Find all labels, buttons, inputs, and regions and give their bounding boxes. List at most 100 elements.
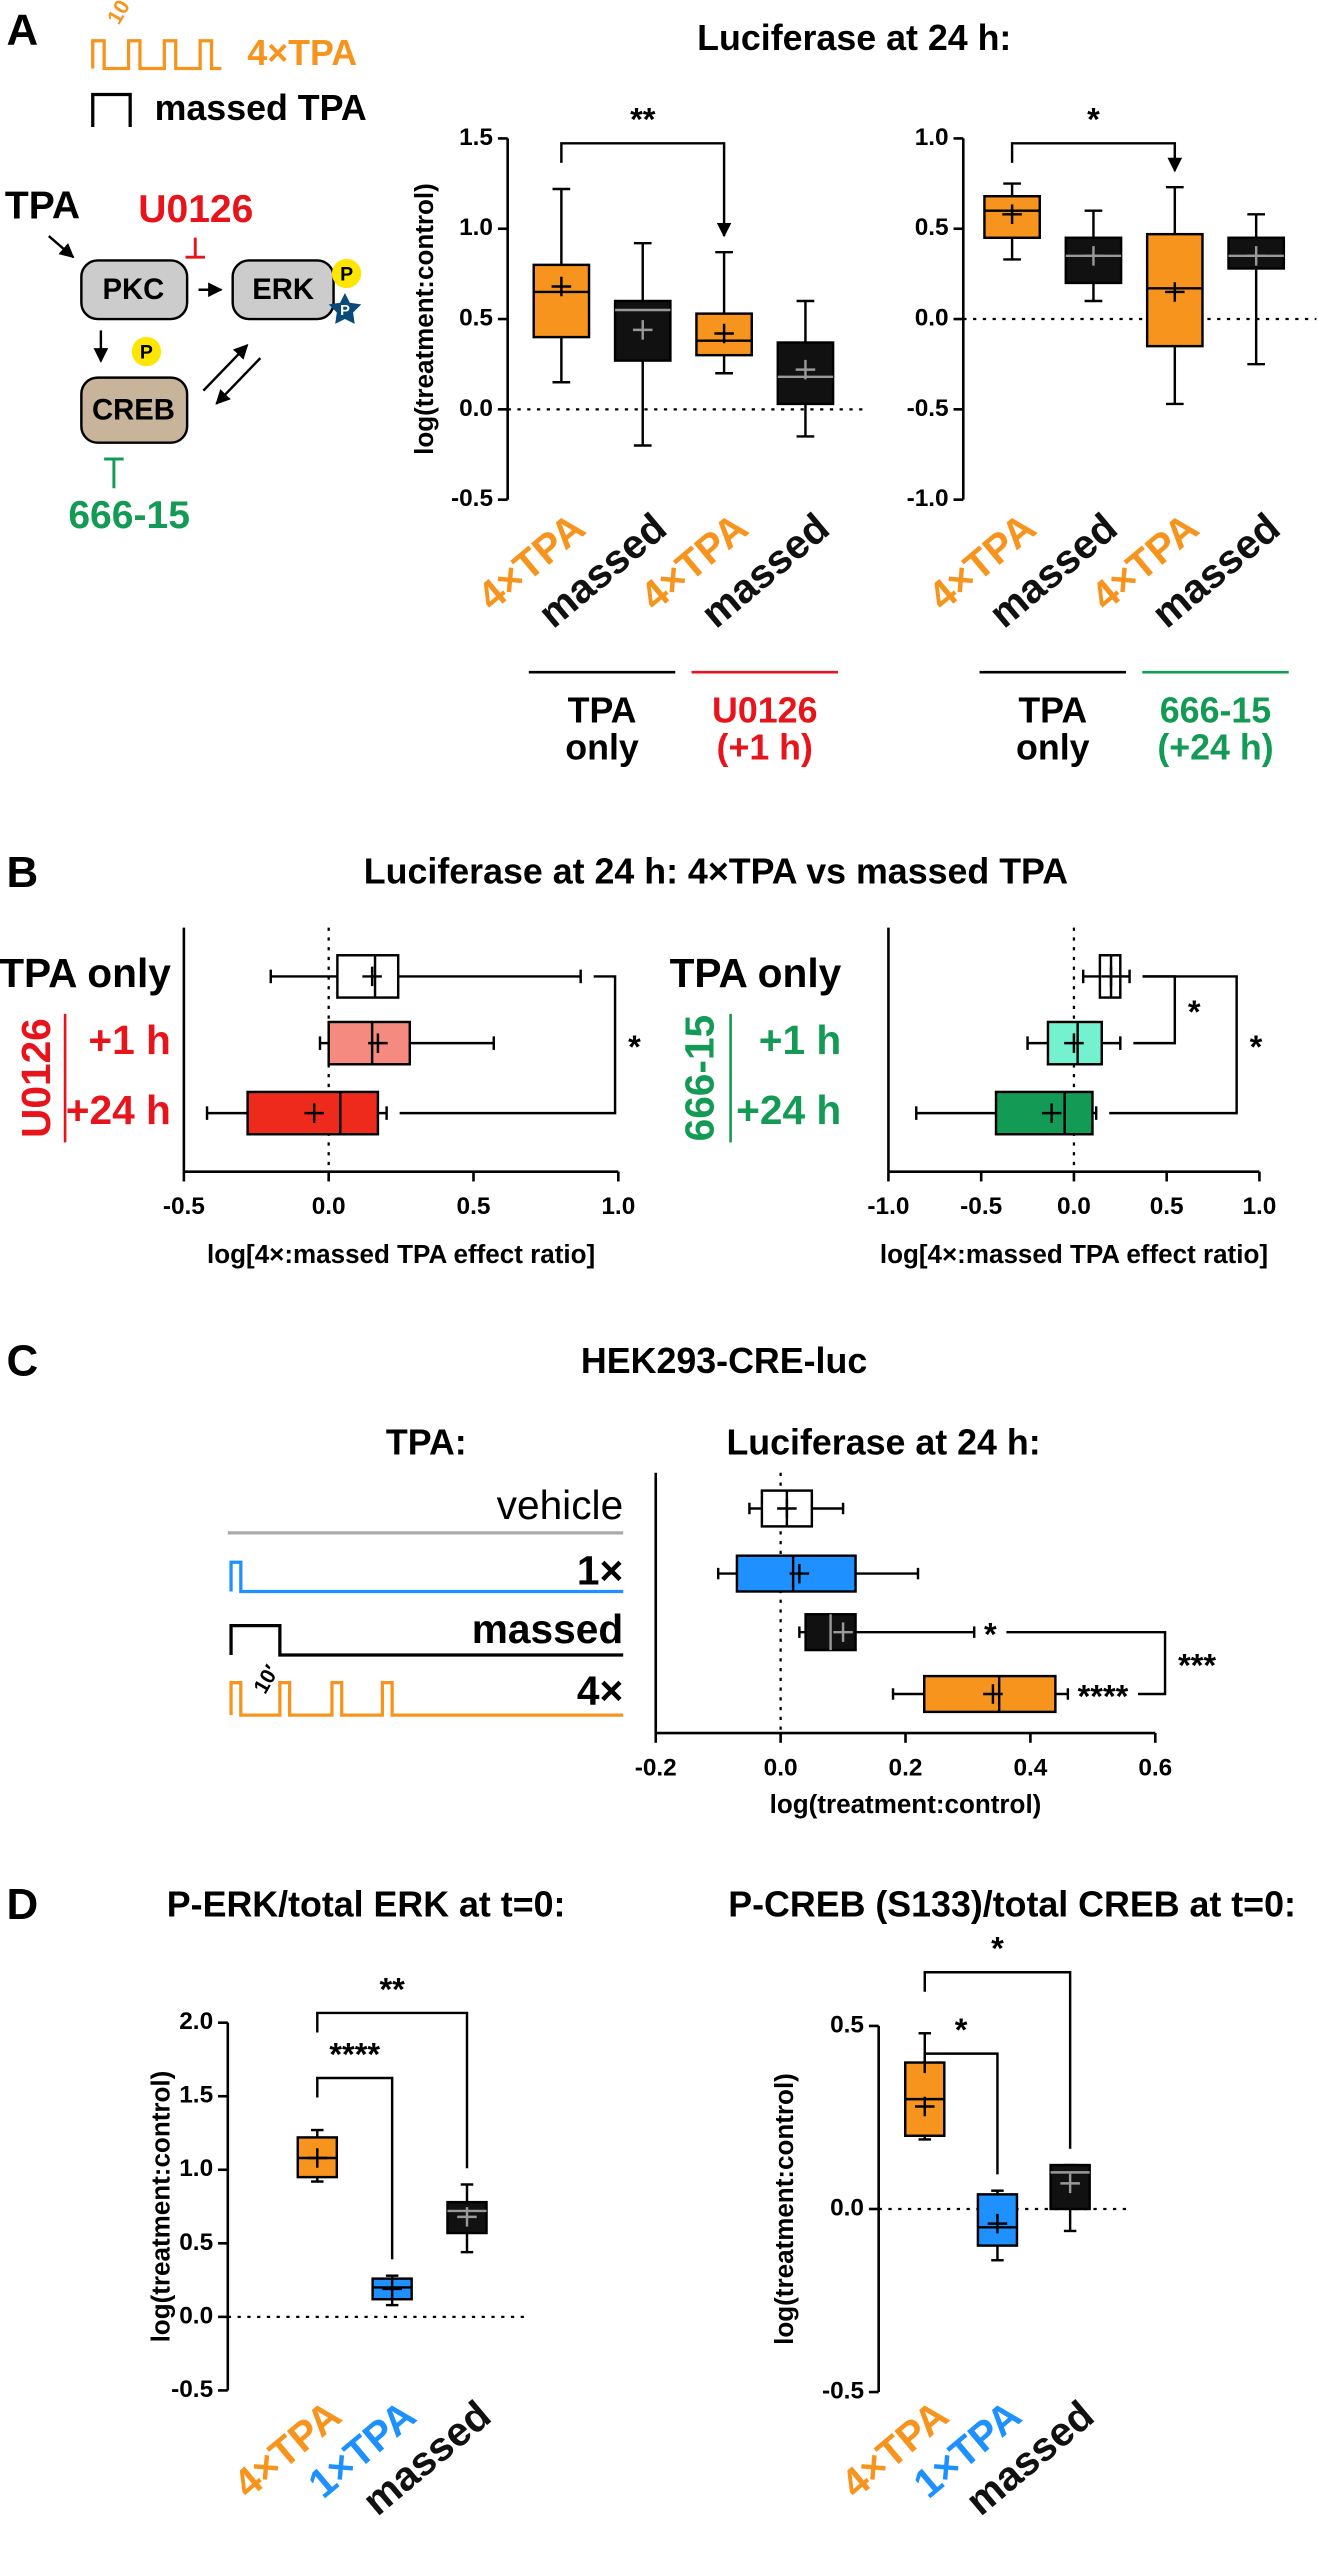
y-tick-label: 0.0 (830, 2194, 864, 2221)
node-label: ERK (252, 273, 314, 306)
node (80, 376, 189, 444)
mean (1002, 204, 1022, 225)
x-tick-label: 0.0 (764, 1754, 798, 1781)
group-label: TPA (568, 690, 637, 730)
mean (1165, 282, 1185, 302)
y-tick-label: 0.5 (915, 214, 949, 241)
chart-title: Luciferase at 24 h: 4×TPA vs massed TPA (364, 851, 1068, 891)
mean (1041, 1103, 1062, 1123)
panel-labels: A B C D (7, 5, 39, 1928)
y-tick-label: 1.0 (915, 124, 949, 151)
y-tick-label: 1.5 (179, 2082, 213, 2109)
arrow (215, 357, 262, 405)
protocol-heading: TPA: (386, 1422, 467, 1462)
phospho-circle (131, 336, 162, 367)
mean (368, 1033, 388, 1053)
x-tick-label: 1.0 (1242, 1193, 1276, 1220)
mean (1083, 246, 1104, 266)
y-tick-label: -0.5 (822, 2377, 864, 2404)
mean (983, 1684, 1003, 1704)
phospho-circle (331, 258, 362, 289)
stimulus: TPA (5, 185, 80, 228)
box (1145, 232, 1204, 348)
y-axis-label: log(treatment:control) (769, 2073, 799, 2345)
diagram-c: TPA: 10′ (227, 1422, 624, 1717)
y-tick-label: vehicle (497, 1482, 624, 1528)
x-axis-label: log[4×:massed TPA effect ratio] (880, 1239, 1268, 1269)
y-tick-label: +24 h (66, 1087, 171, 1133)
mean (789, 1563, 810, 1584)
pulse-train (91, 39, 222, 71)
panel-label: A (7, 5, 39, 54)
y-tick-label: massed (472, 1606, 623, 1652)
y-tick-label: 0.0 (915, 304, 949, 331)
significance-label: * (955, 2012, 968, 2048)
x-tick-label: 0.0 (1057, 1193, 1091, 1220)
significance-label: * (991, 1931, 1004, 1967)
x-tick-label: -1.0 (867, 1193, 909, 1220)
protocol-line (229, 1624, 624, 1657)
node (80, 259, 189, 321)
x-tick-label: 0.4 (1013, 1754, 1047, 1781)
protocol-line (229, 1560, 624, 1594)
significance-bracket (316, 2011, 469, 2169)
y-tick-label: +1 h (88, 1017, 170, 1063)
x-tick-label: -0.5 (960, 1193, 1002, 1220)
mean (714, 323, 734, 344)
x-tick-label: -0.2 (635, 1754, 677, 1781)
panel-label: D (7, 1880, 39, 1929)
node-label: PKC (103, 273, 165, 306)
y-tick-label: 0.0 (179, 2302, 213, 2329)
group-label: 666-15 (677, 1015, 723, 1142)
significance-label: **** (329, 2036, 380, 2072)
significance-bracket (399, 975, 617, 1115)
x-tick-label: 0.5 (1150, 1193, 1184, 1220)
inhibitor: U0126 (138, 188, 253, 231)
chart-title: P-CREB (S133)/total CREB at t=0: (728, 1885, 1296, 1925)
y-tick-label: TPA only (0, 950, 171, 996)
x-tick-label: 0.6 (1138, 1754, 1172, 1781)
y-tick-label: TPA only (670, 950, 842, 996)
group-label: U0126 (712, 690, 817, 730)
diagram-a: 10′ 4×TPA massed TPA TPA PKC ERK U0126 P… (5, 0, 367, 537)
significance-label: * (628, 1029, 641, 1065)
significance-bracket (560, 142, 732, 238)
phospho-label: P (340, 263, 353, 285)
chart-title: Luciferase at 24 h: (697, 18, 1011, 58)
group-label: 666-15 (1160, 690, 1271, 730)
y-tick-label: 0.5 (179, 2229, 213, 2256)
mean (1060, 2173, 1080, 2194)
mean (457, 2207, 477, 2227)
x-tick-label: -0.5 (163, 1193, 205, 1220)
mean (795, 359, 816, 380)
y-tick-label: -1.0 (907, 485, 949, 512)
y-axis-label: log(treatment:control) (409, 183, 439, 455)
y-tick-label: -0.5 (451, 485, 493, 512)
significance-bracket (1006, 1630, 1167, 1696)
y-tick-label: 1× (577, 1547, 623, 1593)
y-tick-label: -0.5 (171, 2376, 213, 2403)
y-tick-label: +24 h (736, 1087, 841, 1133)
chart-subtitle: Luciferase at 24 h: (726, 1422, 1040, 1462)
mean (304, 1103, 324, 1123)
massed-pulse (91, 92, 132, 128)
significance-bracket (923, 2052, 999, 2175)
y-tick-label: 1.5 (459, 124, 493, 151)
phospho-star (328, 293, 362, 324)
x-tick-label: 0.0 (312, 1193, 346, 1220)
significance-bracket (923, 1971, 1072, 2149)
y-tick-label: +1 h (759, 1017, 841, 1063)
box-label: **** (1078, 1678, 1129, 1714)
panel-label: C (7, 1336, 39, 1385)
mean (382, 2279, 402, 2299)
x-axis-label: log(treatment:control) (770, 1789, 1042, 1819)
y-tick-label: -0.5 (907, 395, 949, 422)
chart-title: P-ERK/total ERK at t=0: (167, 1885, 566, 1925)
mean (833, 1622, 853, 1642)
inhibition (104, 457, 124, 489)
significance-label: ** (379, 1971, 405, 2007)
inhibition (185, 237, 206, 259)
phospho-label: P (140, 341, 153, 363)
significance-bracket (1109, 975, 1238, 1115)
